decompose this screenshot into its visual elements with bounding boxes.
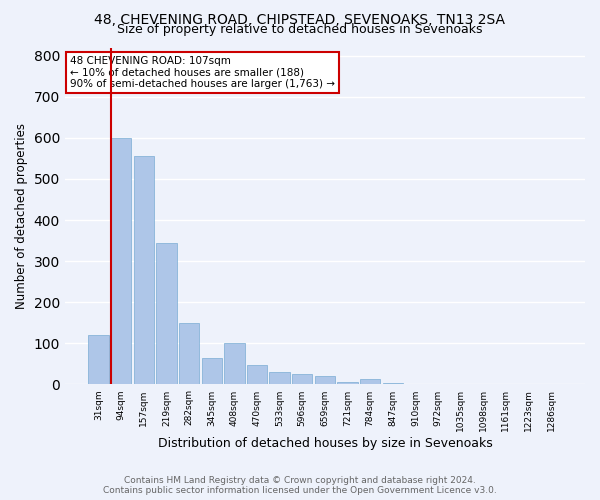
Bar	[360, 378, 380, 384]
Bar	[88, 335, 109, 384]
Bar	[269, 372, 290, 384]
Bar	[111, 138, 131, 384]
Bar	[224, 344, 245, 384]
X-axis label: Distribution of detached houses by size in Sevenoaks: Distribution of detached houses by size …	[158, 437, 492, 450]
Bar	[157, 242, 176, 384]
Bar	[383, 383, 403, 384]
Y-axis label: Number of detached properties: Number of detached properties	[15, 123, 28, 309]
Bar	[134, 156, 154, 384]
Bar	[202, 358, 222, 384]
Text: 48 CHEVENING ROAD: 107sqm
← 10% of detached houses are smaller (188)
90% of semi: 48 CHEVENING ROAD: 107sqm ← 10% of detac…	[70, 56, 335, 89]
Text: Contains HM Land Registry data © Crown copyright and database right 2024.
Contai: Contains HM Land Registry data © Crown c…	[103, 476, 497, 495]
Bar	[292, 374, 313, 384]
Bar	[315, 376, 335, 384]
Bar	[337, 382, 358, 384]
Text: 48, CHEVENING ROAD, CHIPSTEAD, SEVENOAKS, TN13 2SA: 48, CHEVENING ROAD, CHIPSTEAD, SEVENOAKS…	[95, 12, 505, 26]
Bar	[179, 323, 199, 384]
Text: Size of property relative to detached houses in Sevenoaks: Size of property relative to detached ho…	[117, 22, 483, 36]
Bar	[247, 364, 267, 384]
